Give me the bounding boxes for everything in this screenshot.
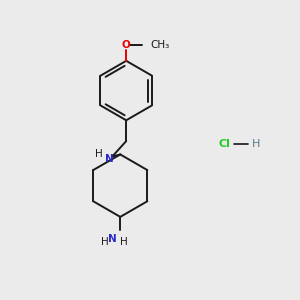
Text: O: O [122, 40, 130, 50]
Text: H: H [101, 236, 109, 247]
Text: N: N [108, 234, 116, 244]
Text: H: H [120, 236, 128, 247]
Text: CH₃: CH₃ [150, 40, 169, 50]
Text: Cl: Cl [218, 139, 230, 149]
Text: N: N [106, 154, 114, 164]
Text: H: H [252, 139, 261, 149]
Text: H: H [95, 149, 103, 160]
